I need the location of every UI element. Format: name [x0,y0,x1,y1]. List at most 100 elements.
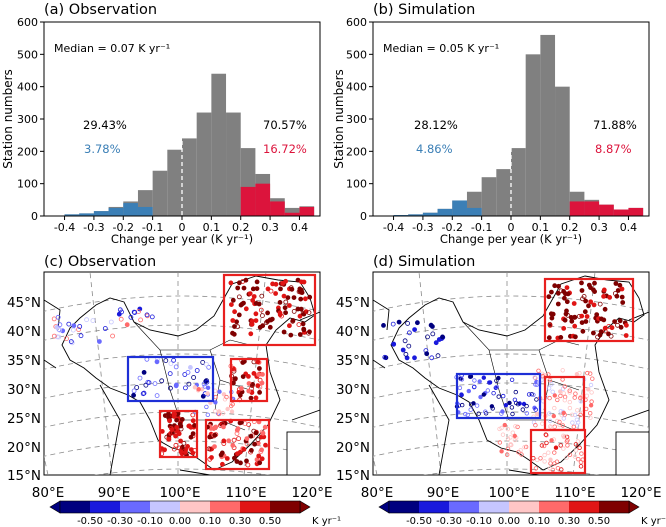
panel-c-station [192,385,198,390]
colorbar-d-swatch [479,501,509,513]
panel-c-lat-label: 15°N [7,468,41,484]
panel-d-station [481,392,486,397]
colorbar-c-extend-low [49,500,61,514]
panel-c-station [281,293,287,299]
panel-c-station [172,411,178,417]
panel-a-xtick-label: 0.3 [261,221,279,234]
panel-d-station [544,433,549,438]
panel-d-station [558,389,563,394]
colorbar-c-swatch [120,501,150,513]
panel-c-station [188,447,194,453]
panel-d-station [567,452,573,457]
panel-d-station [562,434,568,439]
panel-b-ylabel: Station numbers [332,69,346,169]
panel-c-station [76,327,81,332]
panel-d-station [594,312,600,318]
panel-b-ytick-label: 100 [346,178,367,191]
panel-a-bar-negative [79,213,94,216]
panel-c-station [204,379,210,385]
panel-a-bar-all [284,207,300,216]
colorbar-c-swatch [90,501,120,513]
panel-d-station [578,460,584,465]
panel-d-station [414,320,420,326]
panel-d-station [549,289,554,295]
panel-c-station [207,456,213,462]
panel-d-station [565,438,570,443]
panel-b-ytick-label: 200 [346,145,367,158]
panel-b-pos-sig: 8.87% [595,142,632,156]
panel-d-xticks: 80°E 90°E 100°E 110°E 120°E [361,485,662,501]
panel-d-station [588,382,594,388]
panel-d-station [558,288,564,294]
panel-c-station [169,427,175,432]
panel-d-station [567,405,573,411]
panel-d-station [505,436,511,441]
panel-c-station [77,324,83,329]
panel-d-station [558,393,563,399]
panel-c-station [257,389,263,395]
panel-d-station [573,334,578,340]
panel-d-station [590,376,595,381]
panel-c-station [54,324,60,330]
panel-d-station [412,355,417,361]
panel-c-region-southwest [158,409,199,459]
panel-b-xtick-label: 0.4 [620,221,638,234]
panel-b-ytick-label: 500 [346,48,367,61]
panel-d-station [497,426,502,432]
panel-d-station [466,388,471,394]
colorbar-d-tick-label: 0.00 [498,516,520,527]
panel-d-station [538,456,543,461]
panel-b-bar-all [496,169,511,216]
colorbar-c-swatch [150,501,180,513]
panel-c-station [240,374,246,380]
panel-d-station [548,457,553,462]
panel-a-bars [64,73,315,216]
panel-d-station [578,412,583,418]
panel-d-station [459,392,464,398]
panel-c-station [253,318,259,324]
panel-d-lon-label: 80°E [361,485,393,501]
panel-c-station [224,456,230,461]
panel-c-station [283,299,289,305]
panel-c-station [250,286,256,292]
panel-c-station [166,436,172,442]
panel-c-station [278,286,283,292]
panel-c-station [207,434,213,440]
panel-a-bar-all [182,138,197,216]
panel-b-bar-negative [452,200,467,216]
panel-d-station [531,392,536,397]
panel-c-station [212,444,217,450]
panel-c-station [248,331,254,337]
panel-c-lon-label: 90°E [98,485,130,501]
panel-c-station [236,280,242,286]
panel-c-station [297,286,303,292]
panel-c-lon-label: 80°E [32,485,64,501]
panel-d-station [572,395,577,400]
panel-c-station [171,357,177,363]
colorbar-d-tick-label: -0.10 [466,516,492,527]
panel-c-station [255,359,261,365]
panel-b-bar-all [481,177,497,216]
panel-d-station [578,395,583,401]
panel-c-station [203,361,209,367]
panel-a-ytick-label: 300 [17,113,38,126]
panel-d-station [435,353,441,359]
panel-d-station [618,324,624,330]
panel-a-ytick-label: 0 [31,210,38,223]
panel-c-inset [286,431,320,475]
panel-a-bar-negative [123,203,138,216]
panel-c-lon-label: 120°E [291,485,332,501]
panel-c-station [236,294,242,300]
panel-b-median: Median = 0.05 K yr⁻¹ [383,42,499,55]
panel-c-station [185,443,191,449]
panel-c-station [231,455,237,461]
panel-c-station [230,402,235,407]
panel-c-station [69,340,75,346]
panel-a-ytick-label: 100 [17,178,38,191]
panel-c-station [138,317,144,323]
panel-c-station [288,332,294,338]
panel-d-station [548,418,553,424]
panel-c-station [64,336,69,342]
panel-d-region-tibet [455,372,542,420]
panel-c-station [137,375,143,381]
